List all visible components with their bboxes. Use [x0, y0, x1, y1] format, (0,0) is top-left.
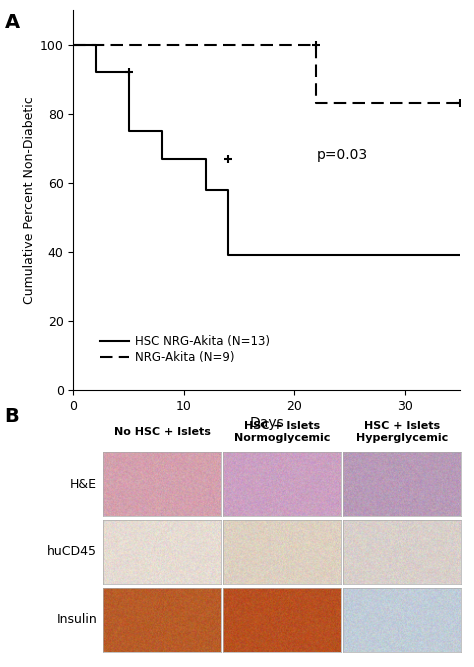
Text: HSC + Islets
Hyperglycemic: HSC + Islets Hyperglycemic	[356, 421, 448, 443]
X-axis label: Days: Days	[249, 416, 284, 430]
Text: B: B	[5, 407, 19, 426]
Text: No HSC + Islets: No HSC + Islets	[113, 427, 210, 437]
Text: huCD45: huCD45	[47, 546, 97, 558]
Text: H&E: H&E	[70, 478, 97, 491]
Text: A: A	[5, 13, 20, 32]
Text: HSC + Islets
Normoglycemic: HSC + Islets Normoglycemic	[234, 421, 330, 443]
Text: Insulin: Insulin	[56, 613, 97, 626]
Y-axis label: Cumulative Percent Non-Diabetic: Cumulative Percent Non-Diabetic	[23, 96, 36, 304]
Text: p=0.03: p=0.03	[316, 148, 367, 162]
Legend: HSC NRG-Akita (N=13), NRG-Akita (N=9): HSC NRG-Akita (N=13), NRG-Akita (N=9)	[95, 330, 275, 369]
